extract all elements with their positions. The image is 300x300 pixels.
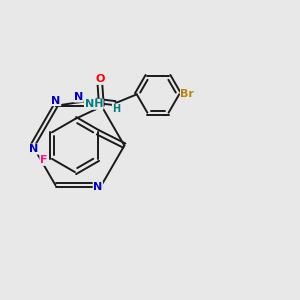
Text: O: O — [95, 74, 105, 84]
Text: H: H — [112, 104, 121, 114]
Text: N: N — [52, 95, 61, 106]
Text: Br: Br — [181, 89, 194, 99]
Text: N: N — [74, 92, 83, 102]
Text: N: N — [93, 182, 103, 192]
Text: NH: NH — [85, 99, 103, 109]
Text: F: F — [40, 155, 47, 165]
Text: N: N — [29, 144, 39, 154]
